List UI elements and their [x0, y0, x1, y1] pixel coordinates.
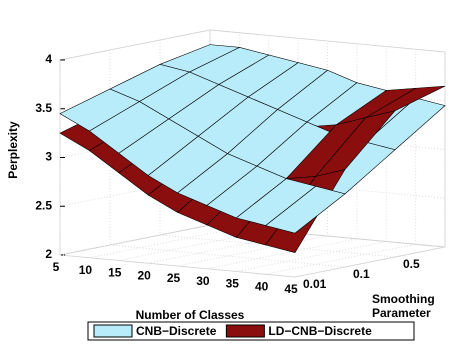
- grid-line: [294, 52, 446, 278]
- legend-label: LD−CNB−Discrete: [268, 324, 372, 338]
- grid-line: [159, 40, 396, 258]
- legend-label: CNB−Discrete: [136, 324, 217, 338]
- surface-cell: [59, 88, 141, 132]
- y-tick-label: 0.5: [403, 257, 420, 271]
- x-tick-label: 25: [167, 271, 181, 285]
- grid-line: [59, 60, 296, 278]
- z-tick-label: 3.5: [35, 101, 52, 115]
- z-tick-label: 3: [45, 150, 52, 164]
- z-tick-label: 2.5: [35, 198, 52, 212]
- x-tick-label: 40: [255, 279, 269, 293]
- y-axis-label: Smoothing Parameter: [372, 292, 435, 320]
- x-axis-label: Number of Classes: [136, 308, 245, 322]
- x-tick-label: 20: [137, 268, 151, 282]
- x-tick-label: 5: [53, 260, 60, 274]
- z-axis-label: Perplexity: [6, 121, 20, 179]
- legend-swatch: [93, 324, 133, 338]
- z-tick-label: 4: [45, 52, 52, 66]
- grid-line: [109, 50, 346, 268]
- x-tick-label: 10: [79, 263, 93, 277]
- legend-swatch: [225, 324, 265, 338]
- y-tick-label: 0.01: [303, 277, 327, 291]
- z-tick-label: 2: [45, 247, 52, 261]
- x-tick-label: 15: [108, 266, 122, 280]
- y-tick-label: 0.1: [353, 267, 370, 281]
- x-tick-label: 30: [196, 274, 210, 288]
- x-tick-label: 45: [284, 282, 298, 296]
- legend: CNB−Discrete LD−CNB−Discrete: [87, 321, 415, 341]
- x-tick-label: 35: [226, 277, 240, 291]
